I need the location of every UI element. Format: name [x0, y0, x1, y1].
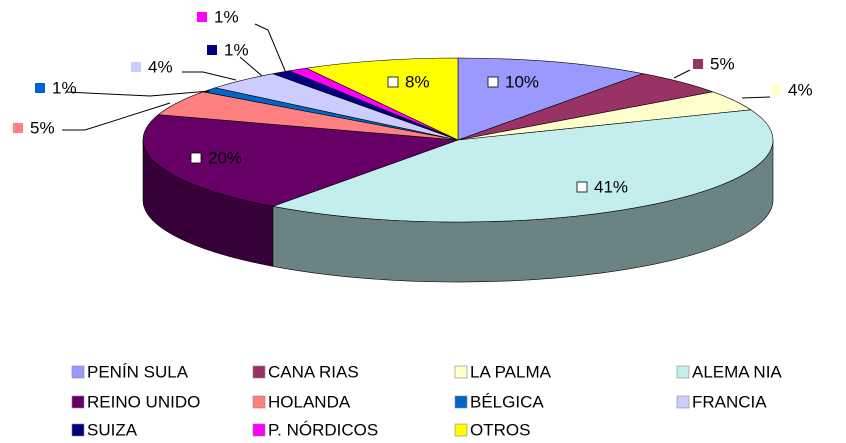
legend-label: CANA RIAS [268, 362, 359, 381]
leader-line [254, 23, 287, 74]
label-key [693, 59, 703, 69]
data-label: 1% [224, 40, 249, 59]
leader-line [182, 71, 237, 81]
legend-swatch [71, 395, 85, 409]
data-label: 10% [505, 72, 539, 91]
legend-label: BÉLGICA [470, 392, 544, 411]
label-key [35, 83, 45, 93]
data-label: 4% [148, 57, 173, 76]
slice [142, 114, 459, 207]
data-label: 5% [30, 118, 55, 137]
data-label: 20% [208, 148, 242, 167]
legend-label: HOLANDA [268, 392, 351, 411]
data-label: 5% [710, 54, 735, 73]
leader-line [65, 90, 211, 97]
slice [271, 109, 774, 223]
legend-label: ALEMA NIA [692, 362, 782, 381]
data-label: 8% [405, 72, 430, 91]
legend-swatch [454, 423, 468, 437]
data-label: 4% [788, 80, 813, 99]
legend-label: P. NÓRDICOS [268, 420, 378, 439]
label-key [131, 62, 141, 72]
legend-label: PENÍN SULA [87, 362, 189, 381]
legend-label: LA PALMA [470, 362, 552, 381]
leader-line [741, 96, 771, 99]
label-key [487, 76, 499, 88]
legend-swatch [71, 365, 85, 379]
data-label: 1% [52, 78, 77, 97]
leader-line [62, 102, 171, 131]
legend-label: REINO UNIDO [87, 392, 200, 411]
label-key [576, 181, 588, 193]
data-label: 41% [594, 177, 628, 196]
label-key [387, 76, 399, 88]
label-key [190, 152, 202, 164]
legend-label: OTROS [470, 420, 530, 439]
label-key [13, 123, 23, 133]
legend-swatch [252, 423, 266, 437]
legend-swatch [252, 395, 266, 409]
legend-swatch [454, 395, 468, 409]
slice [305, 57, 459, 141]
legend-swatch [71, 423, 85, 437]
legend-swatch [676, 365, 690, 379]
legend-swatch [454, 365, 468, 379]
data-label: 1% [214, 7, 239, 26]
legend-swatch [676, 395, 690, 409]
leader-line [239, 56, 263, 77]
label-key [207, 45, 217, 55]
legend-label: SUIZA [87, 420, 138, 439]
leader-line [673, 69, 691, 79]
legend-swatch [252, 365, 266, 379]
legend-label: FRANCIA [692, 392, 767, 411]
label-key [771, 85, 781, 95]
slice [457, 57, 645, 141]
label-key [197, 12, 207, 22]
